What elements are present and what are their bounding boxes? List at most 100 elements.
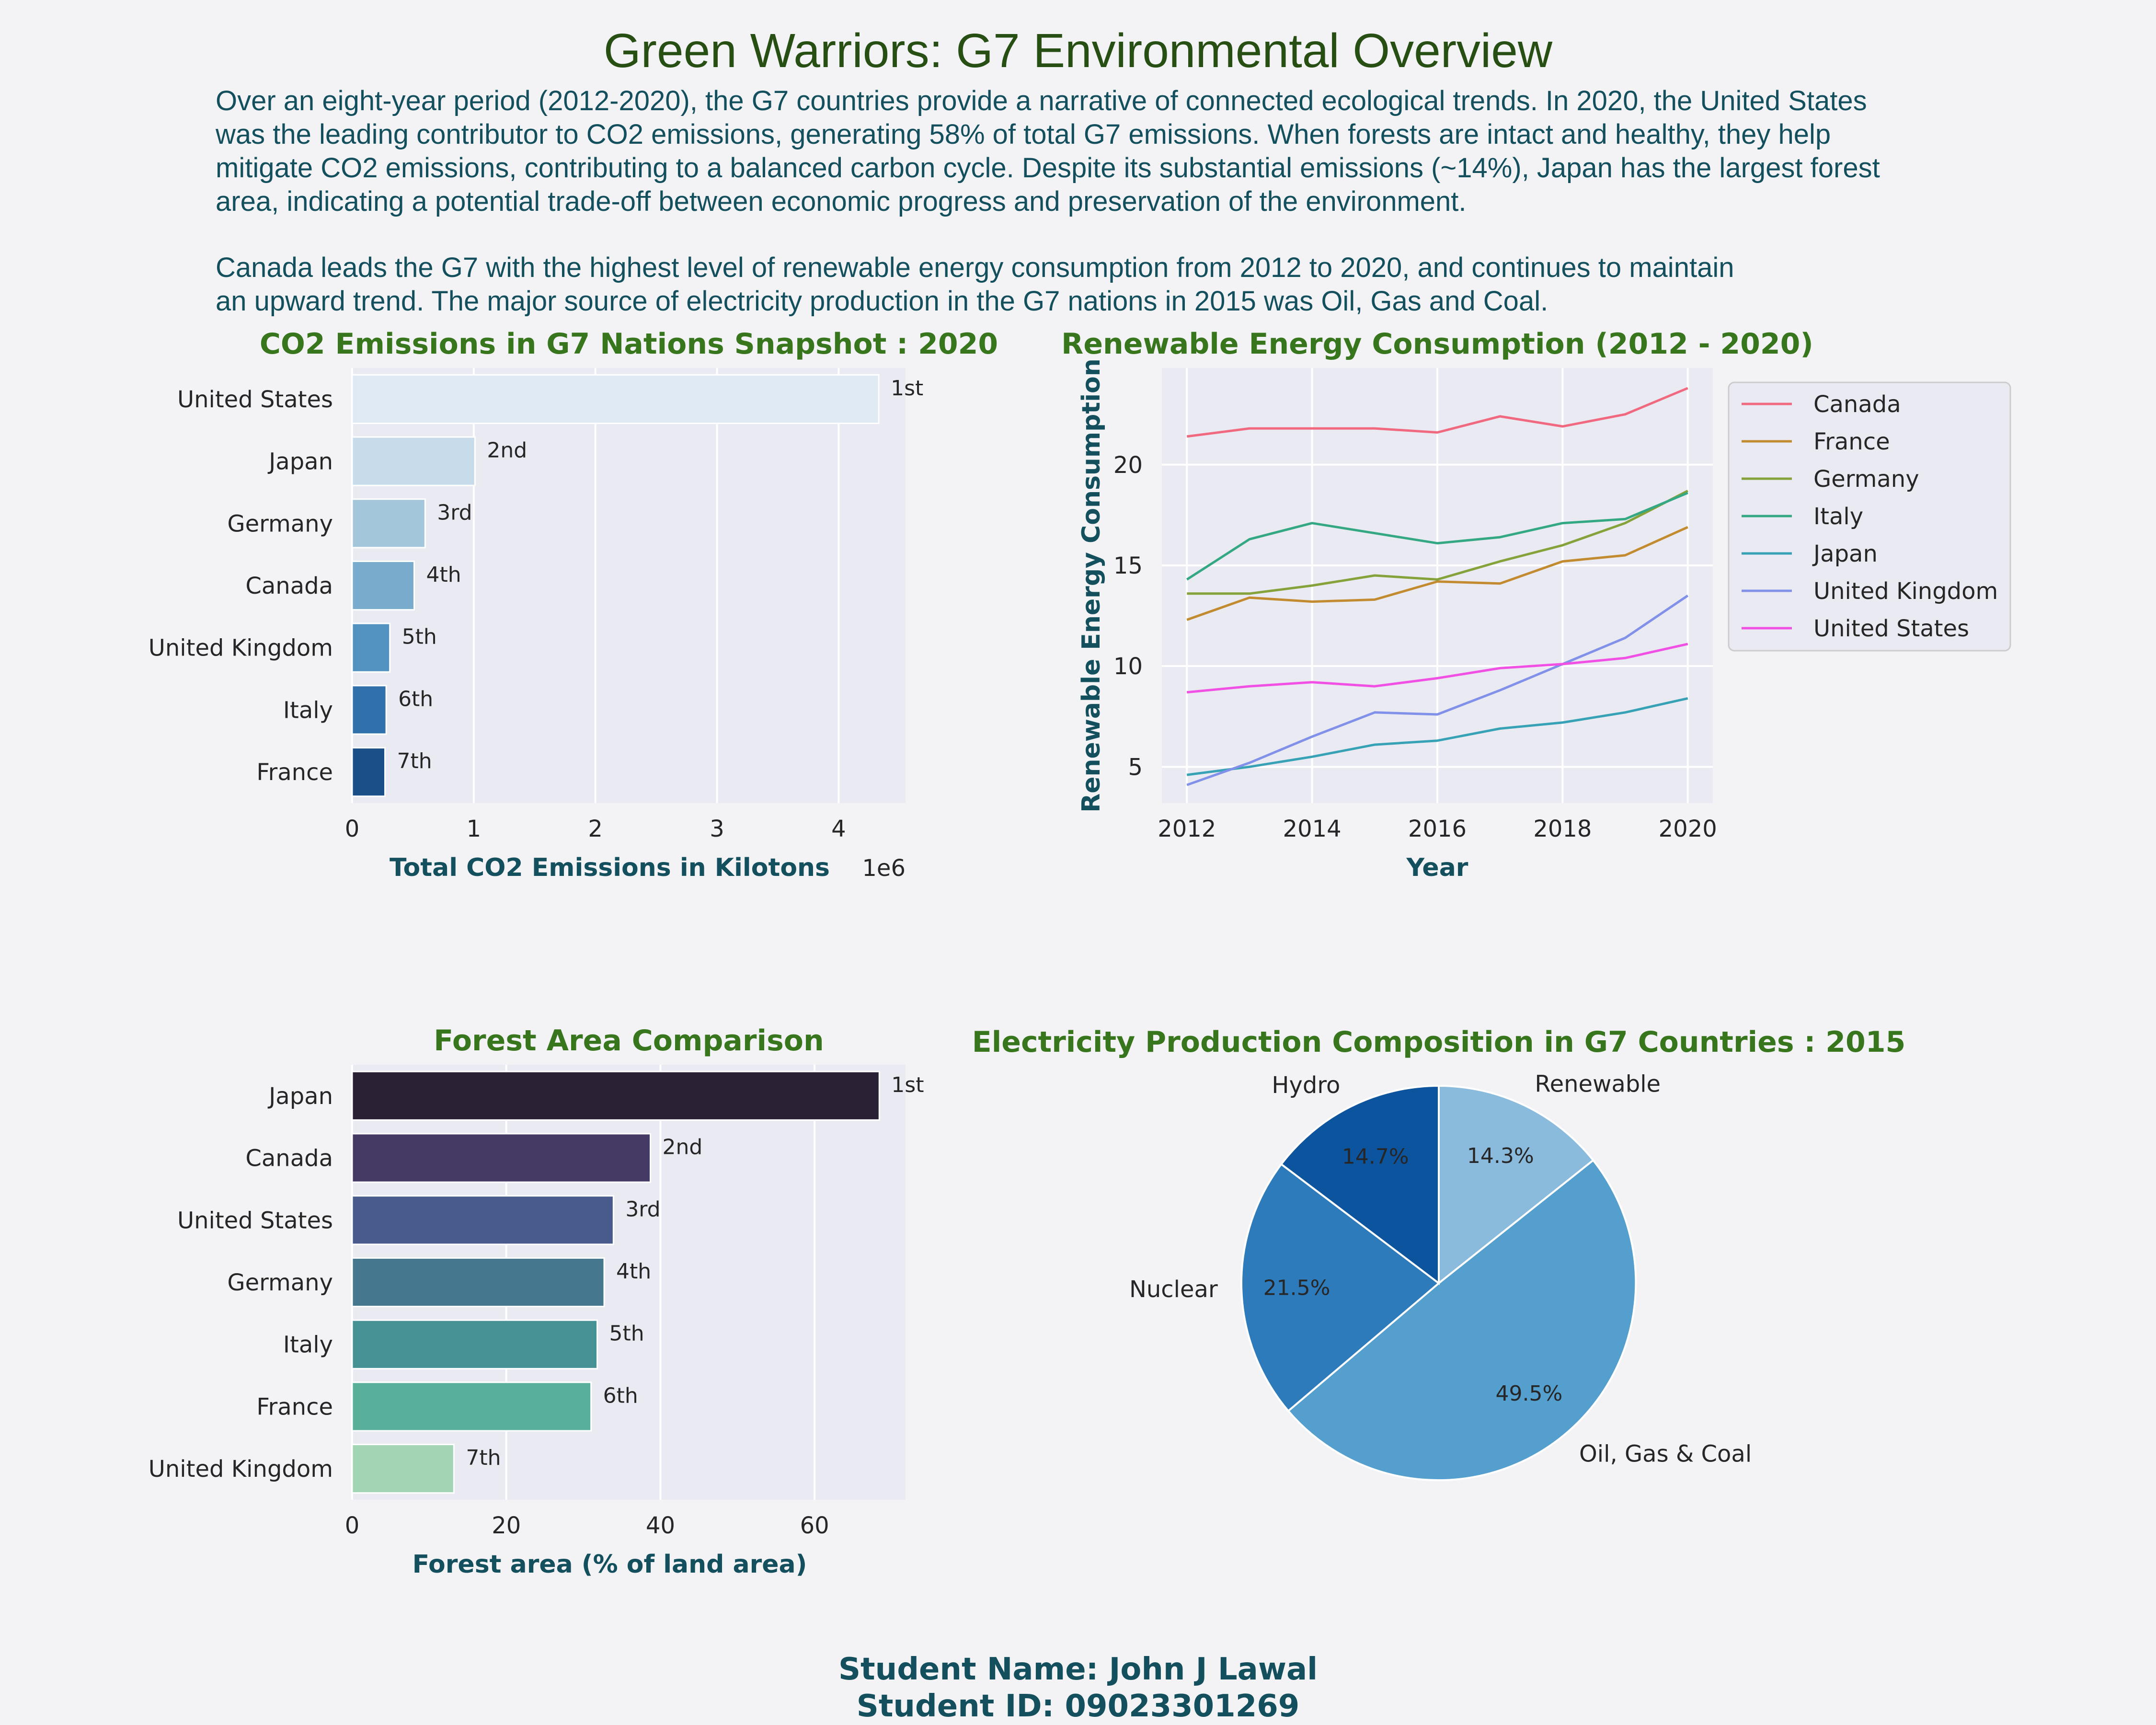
y-tick-label: Italy [283, 1332, 333, 1358]
bar [351, 1319, 598, 1369]
bar-rank-label: 6th [603, 1383, 638, 1408]
renewable-energy-chart: 2012 2014 2016 2018 2020 5 10 15 20 Renewable Ene… [1061, 327, 2011, 882]
bar [351, 747, 386, 797]
x-axis-label: Forest area (% of land area) [413, 1550, 807, 1579]
y-tick-label: Canada [245, 1145, 333, 1172]
y-tick-label: Germany [227, 1269, 333, 1296]
y-axis-label: Renewable Energy Consumption [1077, 358, 1106, 813]
pie-percent-label: 21.5% [1263, 1276, 1330, 1300]
x-tick-label: 4 [831, 816, 846, 842]
legend-label: United States [1813, 615, 1969, 642]
bar [351, 685, 387, 735]
x-tick-label: 3 [710, 816, 724, 842]
pie-slice-oil-gas-coal [1287, 1159, 1637, 1482]
bar [351, 374, 880, 424]
bar [351, 1195, 614, 1245]
y-tick-label: 20 [1113, 452, 1143, 479]
y-tick-label: Germany [227, 510, 333, 537]
bar-rank-label: 1st [891, 1073, 924, 1097]
bar-rank-label: 2nd [487, 438, 527, 463]
axis-scale-note: 1e6 [862, 855, 906, 882]
legend-label: Italy [1813, 503, 1863, 530]
series-line-united-states [1187, 643, 1688, 694]
pie-slice-nuclear [1240, 1162, 1441, 1413]
bar-rank-label: 7th [466, 1446, 501, 1470]
forest-area-chart: 0 20 40 60 Japan 1st Canada 2nd United States 3rd… [149, 1024, 924, 1579]
x-tick-label: 40 [646, 1512, 675, 1539]
x-tick-label: 60 [800, 1512, 829, 1539]
bar [351, 498, 426, 549]
pie-percent-label: 49.5% [1496, 1381, 1563, 1406]
pie-percent-label: 14.3% [1467, 1144, 1534, 1168]
series-line-japan [1186, 697, 1688, 776]
legend: Canada France Germany Italy Japan United King… [1728, 381, 2011, 652]
y-tick-label: 5 [1128, 754, 1143, 781]
pie-category-label: Hydro [1272, 1072, 1340, 1099]
description: Over an eight-year period (2012-2020), t… [215, 85, 1880, 317]
x-tick-label: 2016 [1408, 816, 1467, 842]
series-line-italy [1186, 492, 1688, 581]
legend-label: Germany [1813, 466, 1919, 493]
bar [351, 1381, 592, 1432]
x-axis-label: Year [1406, 853, 1468, 882]
y-tick-label: Canada [245, 573, 333, 599]
bar-rank-label: 7th [397, 749, 432, 773]
x-tick-label: 2018 [1533, 816, 1592, 842]
electricity-pie-chart: 14.3% Renewable 49.5% Oil, Gas & Coal 21.5% N… [972, 1025, 1906, 1482]
x-tick-label: 20 [492, 1512, 521, 1539]
x-tick-label: 2020 [1659, 816, 1717, 842]
chart-title: Electricity Production Composition in G7… [972, 1025, 1906, 1059]
bar-rank-label: 5th [402, 625, 437, 649]
y-tick-label: United States [177, 1207, 333, 1234]
pie-category-label: Nuclear [1129, 1276, 1218, 1303]
bar [351, 436, 476, 486]
pie-slice-renewable [1438, 1084, 1595, 1286]
x-tick-label: 2012 [1158, 816, 1216, 842]
legend-label: Japan [1812, 540, 1878, 567]
description-line: area, indicating a potential trade-off b… [216, 186, 1467, 217]
bar-rank-label: 3rd [625, 1197, 660, 1221]
description-line: mitigate CO2 emissions, contributing to … [216, 152, 1880, 184]
chart-title: Renewable Energy Consumption (2012 - 202… [1061, 327, 1813, 361]
x-tick-label: 1 [467, 816, 482, 842]
chart-title: Forest Area Comparison [434, 1024, 824, 1058]
description-line: Canada leads the G7 with the highest lev… [216, 252, 1734, 283]
pie-slice-hydro [1280, 1084, 1440, 1286]
y-tick-label: Japan [267, 1083, 333, 1110]
y-tick-label: Japan [267, 448, 333, 475]
series-line-canada [1186, 387, 1688, 438]
legend-label: Canada [1813, 391, 1901, 418]
y-tick-label: 15 [1113, 552, 1143, 579]
bar [351, 1070, 880, 1121]
student-id: Student ID: 09023301269 [857, 1689, 1300, 1724]
y-tick-label: United Kingdom [149, 635, 333, 662]
series-line-germany [1187, 490, 1688, 595]
x-tick-label: 0 [345, 816, 360, 842]
co2-emissions-chart: 0 1 2 3 4 United States 1st Japan 2nd Germany 3rd C… [149, 327, 998, 882]
legend-label: France [1813, 428, 1890, 455]
pie-category-label: Oil, Gas & Coal [1579, 1441, 1752, 1468]
legend-box [1728, 381, 2011, 652]
y-tick-label: France [256, 1393, 333, 1420]
student-name: Student Name: John J Lawal [838, 1652, 1318, 1687]
y-tick-label: France [256, 759, 333, 786]
x-tick-label: 2014 [1283, 816, 1342, 842]
y-tick-label: 10 [1113, 653, 1143, 680]
description-line: was the leading contributor to CO2 emiss… [215, 119, 1831, 150]
bar [351, 1133, 652, 1183]
y-tick-label: United Kingdom [149, 1456, 333, 1483]
chart-title: CO2 Emissions in G7 Nations Snapshot : 2… [260, 327, 998, 361]
bar [351, 1257, 605, 1308]
page-title: Green Warriors: G7 Environmental Overvie… [604, 24, 1553, 78]
description-line: an upward trend. The major source of ele… [216, 286, 1548, 317]
legend-label: United Kingdom [1813, 578, 1998, 605]
bar [351, 1444, 455, 1494]
bar-rank-label: 6th [398, 687, 433, 711]
bar-rank-label: 5th [609, 1322, 644, 1346]
bar [351, 622, 391, 673]
bar-rank-label: 4th [616, 1259, 651, 1284]
series-line-united-kingdom [1186, 594, 1689, 786]
series-line-france [1186, 526, 1688, 621]
x-tick-label: 2 [588, 816, 603, 842]
